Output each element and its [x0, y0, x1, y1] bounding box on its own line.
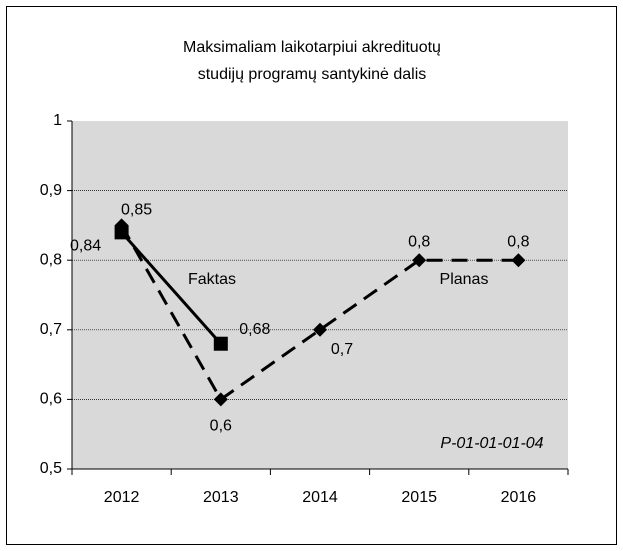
x-tick-label: 2015 — [401, 489, 437, 506]
x-tick-label: 2012 — [104, 489, 140, 506]
marker — [213, 392, 228, 407]
y-tick-label: 0,5 — [40, 460, 62, 477]
series-name: Faktas — [188, 271, 236, 288]
marker — [114, 218, 129, 233]
y-tick-label: 0,8 — [40, 251, 62, 268]
data-label: 0,7 — [331, 341, 353, 358]
marker — [313, 322, 327, 337]
data-label: 0,6 — [210, 418, 232, 435]
data-label: 0,68 — [239, 321, 270, 338]
series-name: Planas — [440, 271, 489, 288]
data-label: 0,84 — [70, 238, 101, 255]
x-tick-label: 2016 — [501, 489, 537, 506]
plot-area — [72, 121, 568, 469]
annotation: P-01-01-01-04 — [440, 435, 543, 452]
y-tick-label: 0,6 — [40, 391, 62, 408]
series-line — [120, 231, 222, 345]
data-label: 0,8 — [507, 233, 529, 250]
x-tick-label: 2014 — [302, 489, 338, 506]
chart-title: Maksimaliam laikotarpiui akredituotų — [183, 39, 441, 56]
series-line — [120, 224, 519, 402]
x-tick-label: 2013 — [203, 489, 239, 506]
marker — [511, 253, 526, 268]
marker — [213, 336, 228, 351]
y-tick-label: 0,7 — [40, 321, 62, 338]
chart-title: studijų programų santykinė dalis — [198, 66, 427, 83]
y-tick-label: 0,9 — [40, 182, 62, 199]
marker — [412, 253, 427, 268]
data-label: 0,8 — [408, 233, 430, 250]
data-label: 0,85 — [121, 202, 152, 219]
y-tick-label: 1 — [53, 112, 62, 129]
